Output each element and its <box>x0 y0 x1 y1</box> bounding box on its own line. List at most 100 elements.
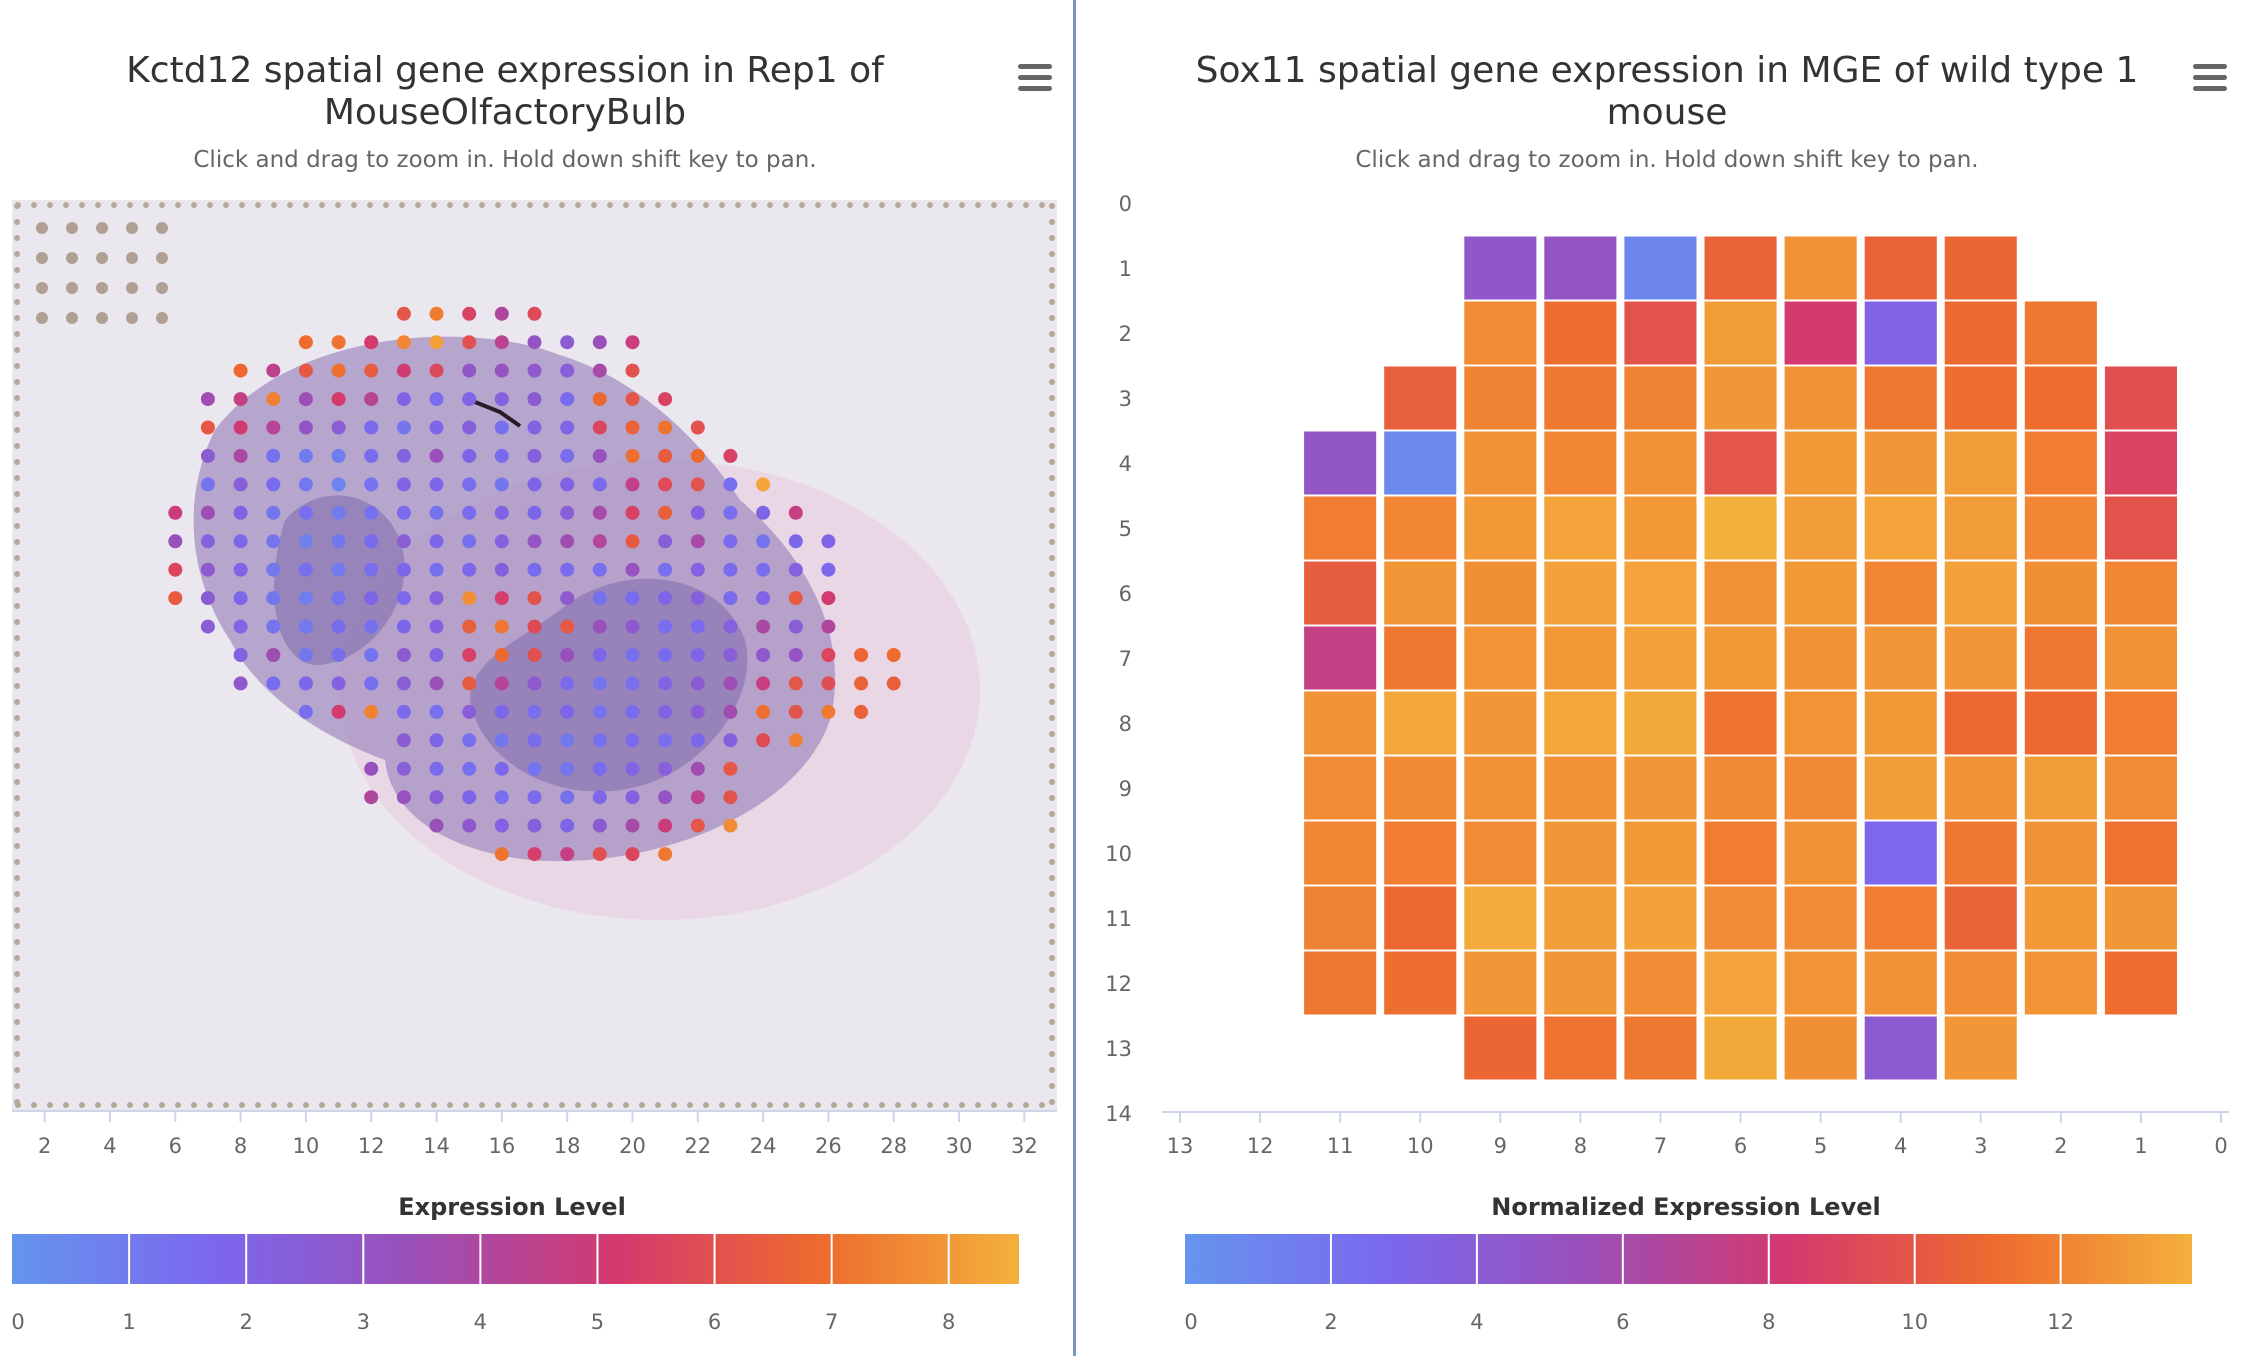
expression-spot <box>298 363 313 378</box>
expression-spot <box>233 534 248 549</box>
heatmap-cell <box>2104 366 2177 430</box>
expression-spot <box>462 448 477 463</box>
heatmap-cell <box>1864 366 1937 430</box>
expression-spot <box>494 505 509 520</box>
expression-spot <box>364 676 379 691</box>
heatmap-cell <box>1624 951 1697 1015</box>
expression-spot <box>233 591 248 606</box>
hamburger-menu-icon[interactable] <box>1018 64 1052 92</box>
heatmap-cell <box>1384 626 1457 690</box>
expression-spot <box>364 448 379 463</box>
expression-spot <box>690 619 705 634</box>
heatmap-cell <box>1384 886 1457 950</box>
heatmap-cell <box>2104 886 2177 950</box>
x-tick-label: 8 <box>1574 1134 1587 1158</box>
hamburger-menu-icon[interactable] <box>2193 64 2227 92</box>
expression-spot <box>527 420 542 435</box>
heatmap-cell <box>1464 821 1537 885</box>
expression-spot <box>756 704 771 719</box>
expression-spot <box>298 619 313 634</box>
expression-spot <box>690 477 705 492</box>
expression-spot <box>494 619 509 634</box>
expression-spot <box>560 448 575 463</box>
heatmap-cell <box>1944 366 2017 430</box>
expression-spot <box>331 534 346 549</box>
expression-spot <box>364 619 379 634</box>
x-tick-label: 14 <box>423 1134 450 1158</box>
expression-spot <box>266 392 281 407</box>
heatmap-cell <box>2024 691 2097 755</box>
expression-spot <box>658 761 673 776</box>
expression-spot <box>560 363 575 378</box>
expression-spot <box>723 562 738 577</box>
expression-spot <box>462 648 477 662</box>
expression-spot <box>429 363 444 378</box>
expression-spot <box>756 591 771 606</box>
expression-spot <box>429 534 444 549</box>
expression-spot <box>396 363 411 378</box>
expression-spot <box>396 648 411 662</box>
legend-tick-label: 4 <box>474 1310 487 1334</box>
expression-spot <box>560 477 575 492</box>
legend-tick-label: 0 <box>1184 1310 1197 1334</box>
heatmap-cell <box>1304 431 1377 495</box>
expression-spot <box>462 591 477 606</box>
heatmap-cell <box>1864 951 1937 1015</box>
expression-spot <box>364 505 379 520</box>
expression-spot <box>429 392 444 407</box>
expression-spot <box>429 306 444 321</box>
expression-spot <box>200 591 215 606</box>
x-tick-label: 4 <box>103 1134 116 1158</box>
expression-spot <box>462 534 477 549</box>
expression-spot <box>396 619 411 634</box>
expression-spot <box>462 363 477 378</box>
expression-spot <box>429 733 444 748</box>
expression-spot <box>592 505 607 520</box>
expression-spot <box>331 591 346 606</box>
heatmap-cell <box>1784 366 1857 430</box>
heatmap-cell <box>2024 886 2097 950</box>
heatmap-cell <box>1384 431 1457 495</box>
expression-spot <box>266 619 281 634</box>
expression-spot <box>494 534 509 549</box>
expression-spot <box>690 562 705 577</box>
expression-spot <box>233 392 248 407</box>
expression-spot <box>494 420 509 435</box>
heatmap-cell <box>1784 626 1857 690</box>
expression-spot <box>527 818 542 833</box>
expression-spot <box>298 704 313 719</box>
expression-spot <box>462 761 477 776</box>
expression-spot <box>364 591 379 606</box>
legend-tick-label: 5 <box>591 1310 604 1334</box>
expression-spot <box>560 392 575 407</box>
heatmap-cell <box>1704 431 1777 495</box>
expression-spot <box>690 676 705 691</box>
expression-spot <box>494 392 509 407</box>
expression-spot <box>298 420 313 435</box>
expression-spot <box>658 420 673 435</box>
heatmap-cell <box>1704 951 1777 1015</box>
expression-spot <box>200 392 215 407</box>
expression-spot <box>298 648 313 662</box>
expression-spot <box>592 790 607 805</box>
x-tick-label: 30 <box>946 1134 973 1158</box>
expression-spot <box>364 534 379 549</box>
expression-spot <box>494 847 509 862</box>
expression-spot <box>462 392 477 407</box>
expression-spot <box>396 420 411 435</box>
expression-spot <box>298 448 313 463</box>
heatmap-cell <box>1544 691 1617 755</box>
expression-spot <box>429 448 444 463</box>
expression-spot <box>364 648 379 662</box>
heatmap-cell <box>1944 821 2017 885</box>
expression-spot <box>364 392 379 407</box>
expression-spot <box>266 591 281 606</box>
heatmap-cell <box>1944 431 2017 495</box>
expression-spot <box>756 648 771 662</box>
heatmap-cell <box>1624 496 1697 560</box>
expression-spot <box>690 790 705 805</box>
heatmap-cell <box>1704 1016 1777 1080</box>
heatmap-cell <box>1944 626 2017 690</box>
